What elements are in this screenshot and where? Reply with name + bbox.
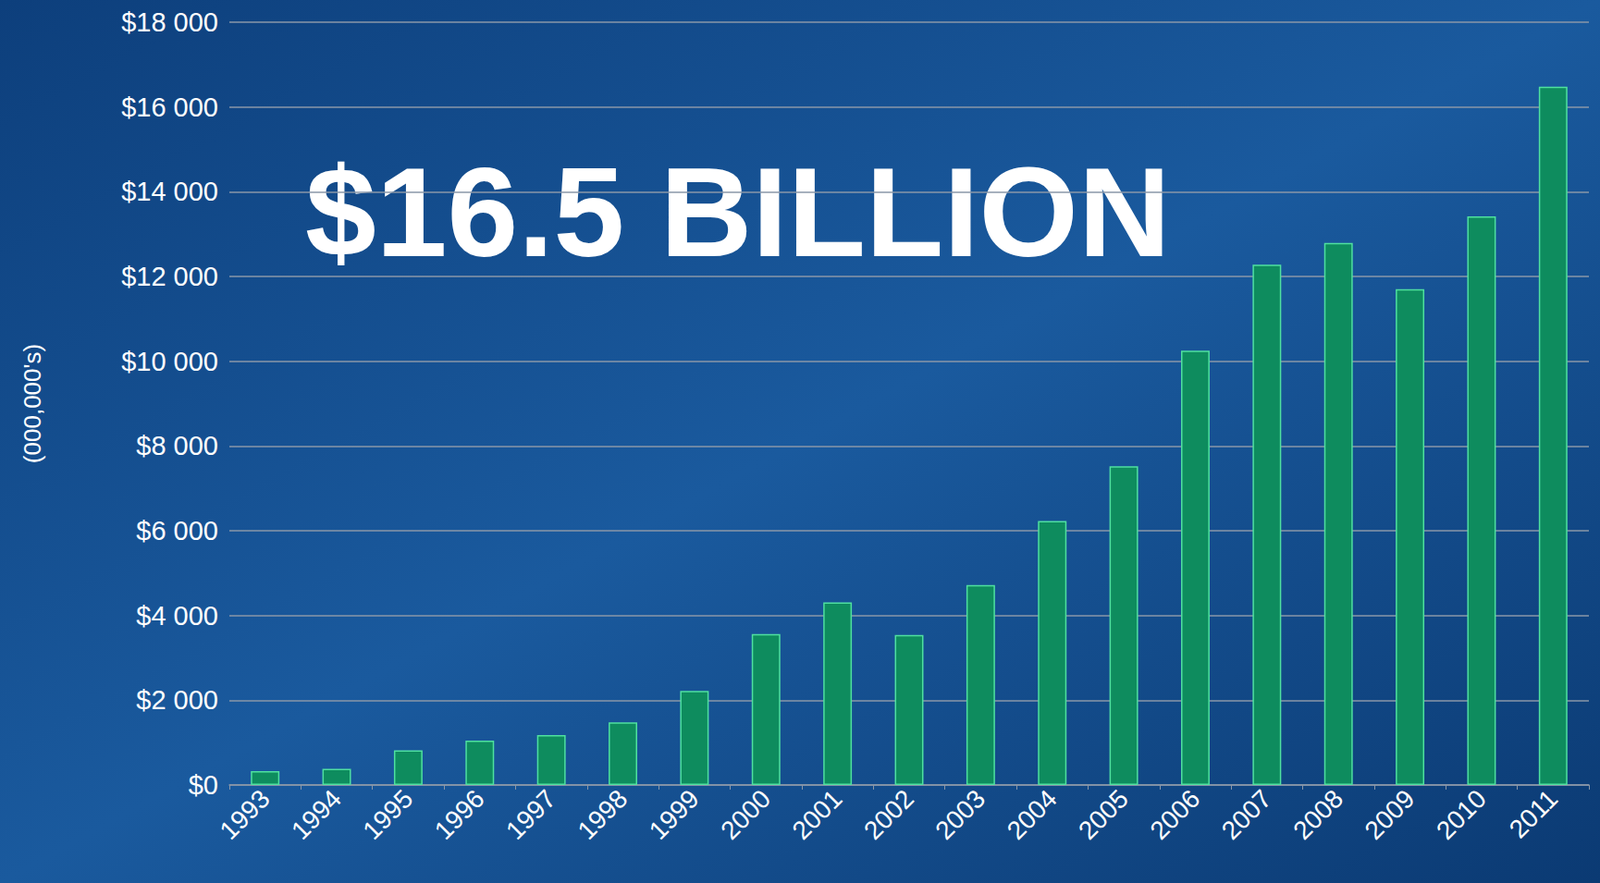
svg-text:1995: 1995 <box>356 784 419 846</box>
svg-text:$18 000: $18 000 <box>121 7 219 37</box>
svg-text:$12 000: $12 000 <box>121 261 219 292</box>
svg-text:1999: 1999 <box>643 784 705 846</box>
svg-text:$16.5 BILLION: $16.5 BILLION <box>305 140 1171 284</box>
svg-text:2004: 2004 <box>1001 784 1063 846</box>
svg-text:2011: 2011 <box>1503 784 1564 844</box>
svg-text:$0: $0 <box>188 770 219 800</box>
svg-text:2000: 2000 <box>714 784 776 846</box>
svg-text:$6 000: $6 000 <box>135 516 219 546</box>
svg-text:1994: 1994 <box>285 784 347 846</box>
svg-text:$10 000: $10 000 <box>121 346 219 377</box>
svg-text:$16 000: $16 000 <box>121 92 219 123</box>
svg-text:$2 000: $2 000 <box>135 685 219 715</box>
svg-text:2007: 2007 <box>1216 784 1278 846</box>
svg-text:2002: 2002 <box>858 784 920 846</box>
svg-text:2010: 2010 <box>1430 784 1492 846</box>
svg-text:$8 000: $8 000 <box>135 430 219 461</box>
svg-text:1993: 1993 <box>214 784 276 846</box>
svg-text:2006: 2006 <box>1144 784 1206 846</box>
svg-text:$4 000: $4 000 <box>135 601 219 631</box>
svg-text:2008: 2008 <box>1287 784 1349 846</box>
svg-text:1997: 1997 <box>500 784 562 846</box>
svg-text:2003: 2003 <box>929 784 991 846</box>
svg-text:2005: 2005 <box>1072 784 1134 846</box>
svg-text:2001: 2001 <box>787 784 849 846</box>
svg-text:$14 000: $14 000 <box>121 176 219 207</box>
svg-text:1998: 1998 <box>572 784 634 846</box>
svg-text:1996: 1996 <box>429 784 491 846</box>
svg-text:2009: 2009 <box>1359 784 1421 846</box>
svg-text:(000,000's): (000,000's) <box>18 344 47 464</box>
